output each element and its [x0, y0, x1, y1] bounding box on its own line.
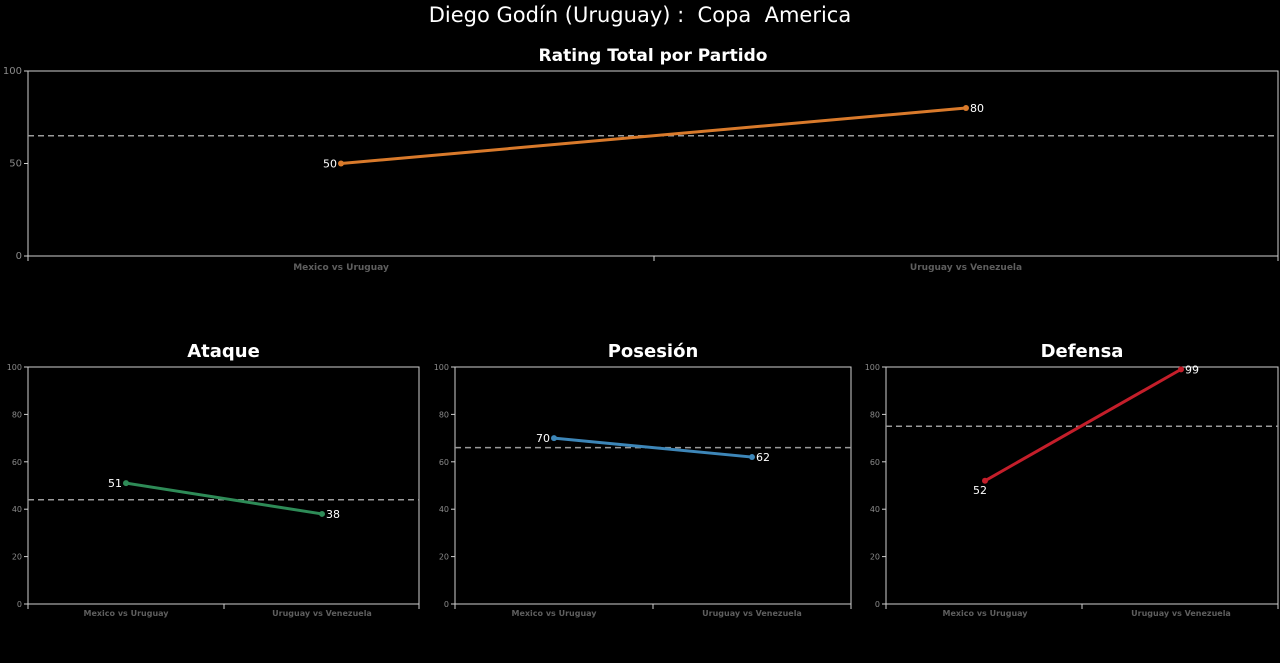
posesion-data-point [749, 454, 755, 461]
ataque-ytick-label: 100 [7, 363, 22, 372]
defensa-category-label: Uruguay vs Venezuela [1131, 609, 1231, 618]
posesion-category-label: Mexico vs Uruguay [512, 609, 598, 618]
defensa-ytick-label: 100 [865, 363, 880, 372]
rating-total-data-label: 50 [323, 158, 337, 171]
defensa-data-point [982, 477, 988, 484]
defensa-title: Defensa [1041, 341, 1124, 362]
ataque-category-label: Uruguay vs Venezuela [272, 609, 372, 618]
ataque-plot-frame [27, 366, 420, 605]
ataque-category-label: Mexico vs Uruguay [84, 609, 170, 618]
defensa-series-line [984, 368, 1182, 483]
rating-total-data-point [963, 105, 969, 111]
posesion-ytick-label: 40 [439, 505, 449, 514]
posesion-ytick-label: 0 [444, 600, 449, 609]
rating-total-title: Rating Total por Partido [539, 46, 768, 66]
rating-total-ytick-label: 0 [16, 251, 22, 262]
posesion-title: Posesión [608, 341, 699, 362]
posesion-plot-frame [454, 366, 852, 605]
ataque-ytick-label: 20 [12, 553, 22, 562]
ataque-data-label: 51 [108, 477, 122, 490]
defensa-data-label: 99 [1185, 363, 1199, 376]
rating-total-plot-frame [27, 70, 1279, 257]
defensa-data-point [1178, 366, 1184, 373]
posesion-category-label: Uruguay vs Venezuela [702, 609, 802, 618]
rating-total-ytick-label: 100 [3, 66, 22, 77]
defensa-ytick-label: 80 [870, 410, 880, 419]
defensa-data-label: 52 [973, 484, 987, 497]
posesion-data-label: 70 [536, 432, 550, 445]
posesion-ytick-label: 100 [434, 363, 449, 372]
rating-total-data-point [338, 160, 344, 167]
rating-total-chart: Rating Total por Partido 0 50 100 Mexico vs … [3, 46, 1279, 273]
ataque-data-label: 38 [326, 508, 340, 521]
rating-total-data-label: 80 [970, 102, 984, 115]
defensa-ytick-label: 20 [870, 553, 880, 562]
posesion-series-line [553, 436, 753, 459]
defensa-ytick-label: 60 [870, 458, 880, 467]
posesion-ytick-label: 60 [439, 458, 449, 467]
posesion-data-point [551, 435, 557, 442]
defensa-category-label: Mexico vs Uruguay [943, 609, 1029, 618]
defensa-chart: Defensa 0 20 40 60 80 100 Mexico vs Uruguay Urug… [865, 341, 1279, 618]
ataque-ytick-label: 40 [12, 505, 22, 514]
posesion-data-label: 62 [756, 451, 770, 464]
posesion-chart: Posesión 0 20 40 60 80 100 Mexico vs Uruguay Uru… [434, 341, 852, 618]
ataque-data-point [123, 480, 129, 487]
posesion-ytick-label: 20 [439, 553, 449, 562]
defensa-ytick-label: 40 [870, 505, 880, 514]
ataque-ytick-label: 0 [17, 600, 22, 609]
ataque-title: Ataque [187, 341, 260, 362]
rating-total-category-label: Mexico vs Uruguay [293, 263, 389, 273]
ataque-ytick-label: 80 [12, 410, 22, 419]
rating-total-series-line [340, 106, 967, 165]
defensa-ytick-label: 0 [875, 600, 880, 609]
defensa-plot-frame [885, 366, 1279, 605]
ataque-chart: Ataque 0 20 40 60 80 100 Mexico vs Uruguay Urugu… [7, 341, 420, 618]
ataque-series-line [125, 481, 323, 516]
ataque-ytick-label: 60 [12, 458, 22, 467]
ataque-data-point [319, 510, 325, 517]
posesion-ytick-label: 80 [439, 410, 449, 419]
rating-total-category-label: Uruguay vs Venezuela [910, 263, 1022, 273]
main-title: Diego Godín (Uruguay) : Copa America [428, 3, 852, 27]
rating-total-ytick-label: 50 [9, 159, 22, 170]
